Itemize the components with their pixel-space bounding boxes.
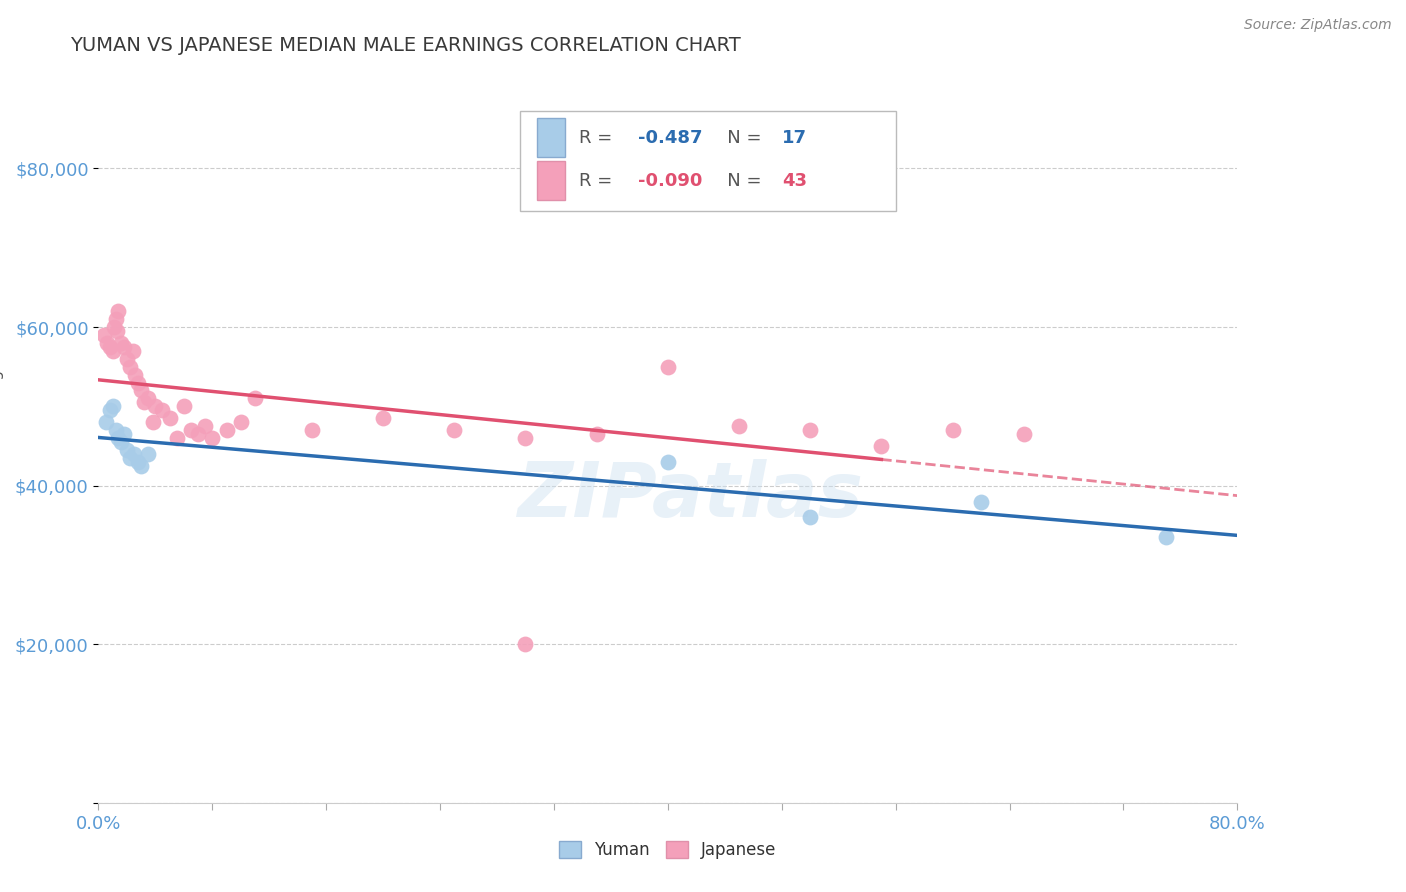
Point [728, 419, 751, 434]
Point [201, 431, 224, 445]
FancyBboxPatch shape [537, 118, 565, 157]
Point [515, 431, 537, 445]
Point [101, 400, 124, 414]
Point [129, 458, 152, 473]
Legend: Yuman, Japanese: Yuman, Japanese [553, 834, 783, 866]
Text: R =: R = [579, 128, 619, 146]
Point [657, 359, 679, 374]
Point [118, 450, 141, 465]
Point [93, 328, 115, 343]
Point [585, 427, 607, 442]
Point [152, 403, 174, 417]
Point [141, 415, 163, 429]
Point [121, 343, 143, 358]
Point [112, 427, 135, 442]
Point [104, 312, 127, 326]
Point [107, 431, 129, 445]
Point [799, 510, 821, 524]
Point [243, 392, 266, 406]
Point [187, 427, 209, 442]
Text: -0.487: -0.487 [638, 128, 703, 146]
Point [799, 423, 821, 437]
Point [145, 400, 167, 414]
Y-axis label: Median Male Earnings: Median Male Earnings [0, 362, 4, 530]
Point [110, 435, 132, 450]
Point [229, 415, 252, 429]
Point [657, 455, 679, 469]
Point [159, 411, 181, 425]
Point [870, 439, 893, 453]
Point [94, 415, 117, 429]
Point [105, 324, 128, 338]
Point [122, 447, 145, 461]
Point [1154, 530, 1177, 544]
Point [301, 423, 323, 437]
Point [101, 343, 124, 358]
Text: -0.090: -0.090 [638, 171, 703, 189]
Text: 17: 17 [782, 128, 807, 146]
Point [115, 351, 138, 366]
Point [103, 320, 125, 334]
Point [104, 423, 127, 437]
Point [107, 304, 129, 318]
Point [136, 392, 159, 406]
Text: ZIPatlas: ZIPatlas [517, 459, 863, 533]
Point [127, 455, 149, 469]
Point [970, 494, 993, 508]
FancyBboxPatch shape [537, 161, 565, 200]
Text: Source: ZipAtlas.com: Source: ZipAtlas.com [1244, 18, 1392, 32]
Text: N =: N = [710, 171, 768, 189]
Point [515, 637, 537, 651]
Point [173, 400, 195, 414]
Point [215, 423, 238, 437]
Point [166, 431, 188, 445]
Point [98, 403, 121, 417]
Point [112, 340, 135, 354]
Point [1012, 427, 1035, 442]
Point [136, 447, 159, 461]
Text: N =: N = [710, 128, 768, 146]
Point [443, 423, 465, 437]
Point [118, 359, 141, 374]
Point [129, 384, 152, 398]
Point [373, 411, 395, 425]
Point [115, 442, 138, 457]
Text: YUMAN VS JAPANESE MEDIAN MALE EARNINGS CORRELATION CHART: YUMAN VS JAPANESE MEDIAN MALE EARNINGS C… [70, 36, 741, 54]
Point [96, 335, 118, 350]
Point [98, 340, 121, 354]
Text: 43: 43 [782, 171, 807, 189]
Point [194, 419, 217, 434]
Point [132, 395, 155, 409]
Point [124, 368, 146, 382]
Point [180, 423, 202, 437]
Point [110, 335, 132, 350]
Point [127, 376, 149, 390]
FancyBboxPatch shape [520, 111, 896, 211]
Text: R =: R = [579, 171, 619, 189]
Point [942, 423, 965, 437]
